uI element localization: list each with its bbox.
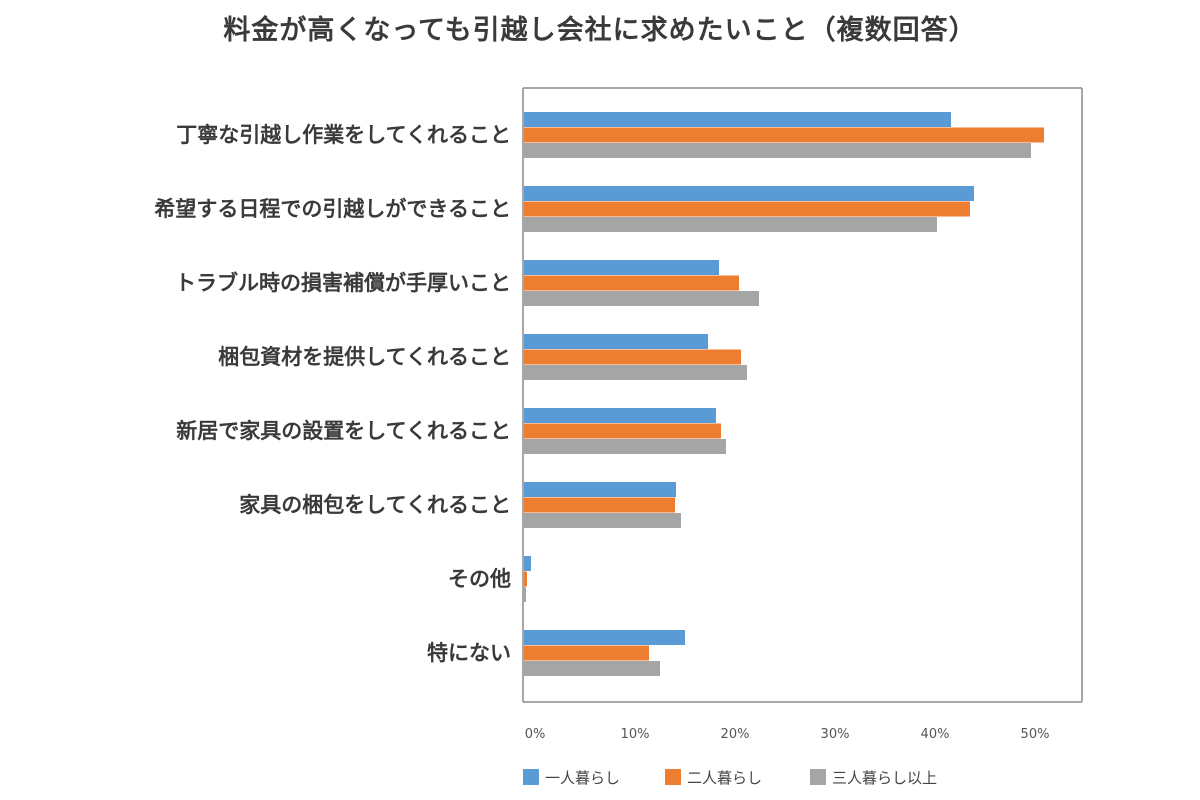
bar-1-4	[524, 334, 708, 349]
bar-1-7	[524, 556, 531, 571]
x-tick-labels: 0% 10% 20% 30% 40% 50%	[525, 727, 1050, 742]
bar-3-3	[524, 291, 759, 306]
category-label: 梱包資材を提供してくれること	[218, 345, 511, 369]
bar-1-6	[524, 482, 676, 497]
category-label: トラブル時の損害補償が手厚いこと	[175, 271, 511, 295]
x-tick-label: 20%	[721, 727, 750, 742]
chart-title: 料金が高くなっても引越し会社に求めたいこと（複数回答）	[223, 15, 977, 46]
x-tick-label: 40%	[921, 727, 950, 742]
legend-label: 三人暮らし以上	[832, 769, 937, 787]
x-tick-label: 10%	[621, 727, 650, 742]
category-label: 家具の梱包をしてくれること	[239, 493, 511, 517]
category-label: その他	[448, 567, 511, 591]
category-label: 特にない	[427, 641, 511, 665]
x-tick-label: 30%	[821, 727, 850, 742]
bar-1-2	[524, 186, 974, 201]
legend-label: 二人暮らし	[687, 769, 762, 787]
bar-2-6	[524, 497, 675, 513]
bar-1-1	[524, 112, 951, 127]
bar-3-4	[524, 365, 747, 380]
category-labels: 丁寧な引越し作業をしてくれること希望する日程での引越しができることトラブル時の損…	[154, 123, 511, 665]
bars	[524, 112, 1044, 676]
bar-3-7	[524, 587, 526, 602]
bar-2-3	[524, 275, 739, 291]
bar-2-5	[524, 423, 721, 439]
bar-2-8	[524, 645, 649, 661]
legend-swatch	[665, 769, 681, 785]
bar-2-7	[524, 571, 527, 587]
category-label: 新居で家具の設置をしてくれること	[176, 419, 511, 443]
bar-3-8	[524, 661, 660, 676]
bar-1-8	[524, 630, 685, 645]
category-label: 希望する日程での引越しができること	[154, 197, 511, 221]
bar-2-4	[524, 349, 741, 365]
bar-1-5	[524, 408, 716, 423]
bar-3-6	[524, 513, 681, 528]
category-label: 丁寧な引越し作業をしてくれること	[176, 123, 511, 147]
legend-swatch	[810, 769, 826, 785]
bar-3-5	[524, 439, 726, 454]
bar-1-3	[524, 260, 719, 275]
bar-2-2	[524, 201, 970, 217]
legend-label: 一人暮らし	[545, 769, 620, 787]
bar-2-1	[524, 127, 1044, 143]
x-tick-label: 0%	[525, 727, 546, 742]
bar-3-2	[524, 217, 937, 232]
axes	[522, 87, 1083, 703]
legend-swatch	[523, 769, 539, 785]
legend: 一人暮らし 二人暮らし 三人暮らし以上	[523, 769, 937, 787]
bar-3-1	[524, 143, 1031, 158]
x-tick-label: 50%	[1021, 727, 1050, 742]
